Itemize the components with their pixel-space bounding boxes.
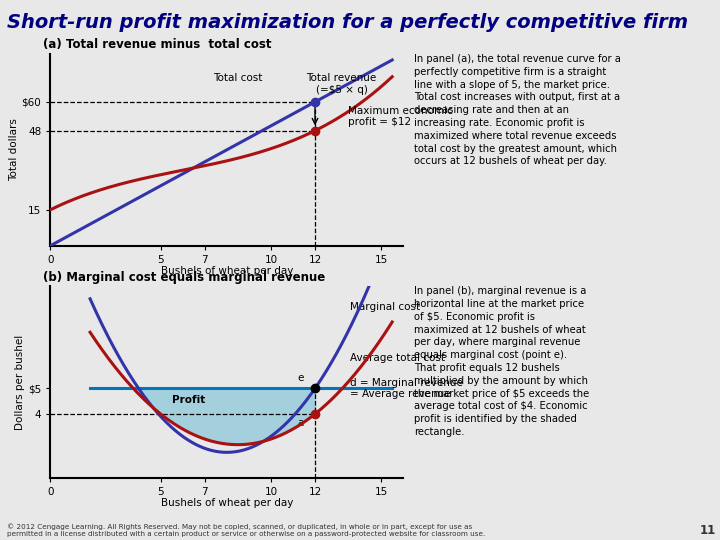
Text: Profit: Profit <box>171 395 205 405</box>
Text: Marginal cost: Marginal cost <box>351 302 420 312</box>
Text: a: a <box>297 418 304 428</box>
Text: Total cost: Total cost <box>213 73 263 83</box>
Text: (b) Marginal cost equals marginal revenue: (b) Marginal cost equals marginal revenu… <box>43 271 325 284</box>
Text: (a) Total revenue minus  total cost: (a) Total revenue minus total cost <box>43 38 271 51</box>
Text: Maximum economic
profit = $12: Maximum economic profit = $12 <box>348 105 453 127</box>
Text: d = Marginal revenue
= Average revenue: d = Marginal revenue = Average revenue <box>351 377 463 399</box>
Text: Total revenue
(=$5 × q): Total revenue (=$5 × q) <box>306 73 377 95</box>
Y-axis label: Dollars per bushel: Dollars per bushel <box>15 334 25 430</box>
X-axis label: Bushels of wheat per day: Bushels of wheat per day <box>161 266 293 276</box>
Text: Short-run profit maximization for a perfectly competitive firm: Short-run profit maximization for a perf… <box>7 14 688 32</box>
Text: e: e <box>297 373 304 383</box>
X-axis label: Bushels of wheat per day: Bushels of wheat per day <box>161 498 293 508</box>
Text: In panel (a), the total revenue curve for a
perfectly competitive firm is a stra: In panel (a), the total revenue curve fo… <box>414 54 621 166</box>
Text: 11: 11 <box>700 524 716 537</box>
Y-axis label: Total dollars: Total dollars <box>9 118 19 181</box>
Text: Average total cost: Average total cost <box>351 353 445 363</box>
Text: In panel (b), marginal revenue is a
horizontal line at the market price
of $5. E: In panel (b), marginal revenue is a hori… <box>414 286 589 437</box>
Text: © 2012 Cengage Learning. All Rights Reserved. May not be copied, scanned, or dup: © 2012 Cengage Learning. All Rights Rese… <box>7 524 485 537</box>
